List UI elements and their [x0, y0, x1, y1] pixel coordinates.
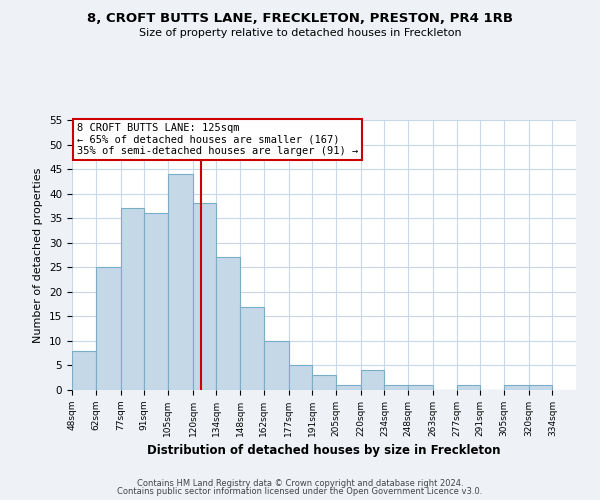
Bar: [289, 366, 312, 390]
Bar: [361, 370, 385, 390]
Text: Size of property relative to detached houses in Freckleton: Size of property relative to detached ho…: [139, 28, 461, 38]
Bar: [385, 385, 408, 390]
Bar: [144, 214, 168, 390]
Bar: [193, 204, 217, 390]
Bar: [408, 385, 433, 390]
Bar: [168, 174, 193, 390]
Bar: [72, 350, 95, 390]
Bar: [312, 376, 336, 390]
Bar: [504, 385, 529, 390]
Y-axis label: Number of detached properties: Number of detached properties: [34, 168, 43, 342]
Text: Contains public sector information licensed under the Open Government Licence v3: Contains public sector information licen…: [118, 487, 482, 496]
Bar: [263, 341, 289, 390]
Bar: [457, 385, 480, 390]
X-axis label: Distribution of detached houses by size in Freckleton: Distribution of detached houses by size …: [147, 444, 501, 458]
Bar: [121, 208, 144, 390]
Text: 8, CROFT BUTTS LANE, FRECKLETON, PRESTON, PR4 1RB: 8, CROFT BUTTS LANE, FRECKLETON, PRESTON…: [87, 12, 513, 26]
Text: Contains HM Land Registry data © Crown copyright and database right 2024.: Contains HM Land Registry data © Crown c…: [137, 478, 463, 488]
Bar: [95, 268, 121, 390]
Bar: [240, 306, 263, 390]
Bar: [529, 385, 553, 390]
Bar: [217, 258, 240, 390]
Bar: [336, 385, 361, 390]
Text: 8 CROFT BUTTS LANE: 125sqm
← 65% of detached houses are smaller (167)
35% of sem: 8 CROFT BUTTS LANE: 125sqm ← 65% of deta…: [77, 122, 358, 156]
